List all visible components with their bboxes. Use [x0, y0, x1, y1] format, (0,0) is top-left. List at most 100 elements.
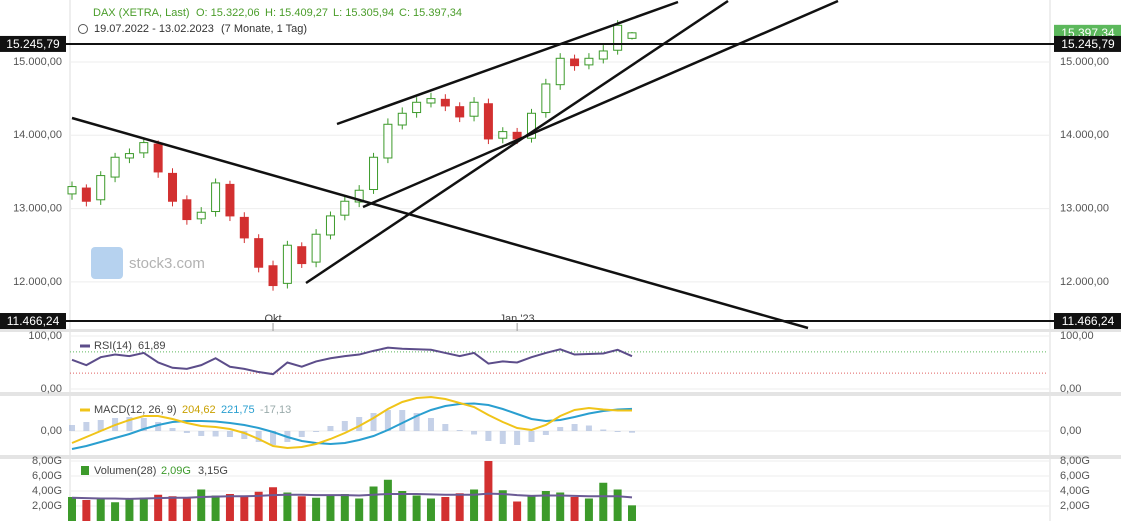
- macd-line: [71, 395, 633, 450]
- y-tick-label: 6,00G: [32, 470, 62, 482]
- volume-bar: [96, 498, 105, 521]
- candle-body: [311, 233, 321, 263]
- volume-average: [71, 492, 633, 500]
- candle-body: [354, 189, 364, 203]
- candle-body: [81, 187, 91, 202]
- macd-histogram: [255, 431, 262, 442]
- plot: 12.000,00 12.000,00 13.000,00 13.000,00 14.0…: [13, 20, 1109, 521]
- candle-body: [613, 24, 623, 51]
- candle-body: [110, 156, 120, 178]
- candle-body: [397, 112, 407, 126]
- y-tick-label-right: 0,00: [1060, 425, 1081, 437]
- legend-value: 61,89: [138, 340, 166, 352]
- macd-histogram: [413, 413, 420, 431]
- volume-bar: [82, 500, 91, 521]
- level-box-right: [1054, 35, 1121, 52]
- candle-body: [182, 199, 192, 221]
- volume-bar: [513, 501, 522, 521]
- panel-separator: [0, 392, 1121, 396]
- legend-name: Volumen(28): [94, 465, 156, 477]
- watermark-text: stock3.com: [129, 255, 205, 272]
- macd-histogram: [126, 417, 133, 431]
- legend-name: RSI(14): [94, 340, 132, 352]
- macd-histogram: [140, 418, 147, 431]
- candle-body: [139, 142, 149, 154]
- macd-histogram: [384, 410, 391, 431]
- macd-histogram: [456, 430, 463, 431]
- volume-bar: [369, 486, 378, 521]
- volume-bar: [111, 502, 120, 521]
- y-tick-label: 4,00G: [32, 485, 62, 497]
- level-box-left: [0, 35, 66, 52]
- y-tick-label: 12.000,00: [13, 276, 62, 288]
- candle-body: [526, 112, 536, 139]
- panel-separator: [0, 329, 1121, 332]
- candle-body: [282, 244, 292, 284]
- instrument-title: DAX (XETRA, Last): [93, 7, 190, 19]
- candle-body: [483, 103, 493, 140]
- volume-bar: [570, 497, 579, 521]
- legend-value: 221,75: [221, 404, 255, 416]
- macd-histogram: [270, 431, 277, 445]
- candle-body: [570, 58, 580, 67]
- x-tick-label: Okt: [264, 313, 281, 325]
- candle-body: [541, 83, 551, 114]
- y-tick-label-right: 4,00G: [1060, 485, 1090, 497]
- volume-bar: [68, 497, 76, 521]
- macd-histogram: [155, 422, 162, 431]
- macd-histogram: [198, 431, 205, 436]
- candle-body: [555, 57, 565, 86]
- macd-histogram: [571, 424, 578, 431]
- volume-bar: [154, 494, 163, 521]
- macd-histogram: [169, 428, 176, 431]
- y-tick-label-right: 2,00G: [1060, 500, 1090, 512]
- volume-bar: [182, 498, 191, 521]
- candle-body: [383, 123, 393, 159]
- y-tick-label-right: 12.000,00: [1060, 276, 1109, 288]
- trend-line: [362, 0, 839, 209]
- trend-lines: [71, 0, 839, 330]
- clock-icon: [78, 24, 88, 34]
- volume-bar: [584, 498, 593, 521]
- volume-bar: [283, 492, 292, 521]
- candle-body: [96, 175, 106, 201]
- candle-body: [254, 238, 264, 268]
- macd-histogram: [298, 431, 305, 437]
- macd-histogram: [629, 431, 635, 433]
- candle-body: [469, 101, 479, 117]
- watermark: stock3.com: [91, 247, 205, 279]
- macd-histogram: [226, 431, 233, 437]
- candle-body: [153, 143, 163, 173]
- macd-histogram: [327, 426, 334, 431]
- y-tick-label: 15.000,00: [13, 56, 62, 68]
- legend-value: -17,13: [260, 404, 291, 416]
- level-label-right: 11.466,24: [1062, 314, 1115, 328]
- volume-bar: [240, 497, 249, 521]
- macd-histogram: [241, 431, 248, 439]
- y-tick-label: 100,00: [28, 330, 62, 342]
- macd-histogram: [313, 431, 320, 432]
- panel-separator: [0, 455, 1121, 459]
- candle-body: [67, 186, 77, 195]
- trend-line: [336, 0, 679, 126]
- volume-bar: [254, 491, 263, 521]
- volume-bar: [556, 492, 565, 521]
- volume-bar: [125, 499, 134, 521]
- legend-name: MACD(12, 26, 9): [94, 404, 177, 416]
- rsi-line: [71, 346, 633, 376]
- volume-bar: [297, 496, 306, 521]
- level-box-left: [0, 313, 66, 330]
- y-tick-label-right: 0,00: [1060, 383, 1081, 395]
- volume-bar: [470, 489, 479, 521]
- volume-bar: [383, 479, 392, 521]
- y-tick-label: 14.000,00: [13, 129, 62, 141]
- candle-body: [297, 246, 307, 265]
- candle-body: [426, 98, 436, 104]
- candle-body: [239, 216, 249, 239]
- candle-body: [325, 215, 335, 236]
- date-range: 19.07.2022 - 13.02.2023: [94, 23, 214, 35]
- volume-bar: [412, 495, 421, 521]
- trend-line: [71, 116, 809, 330]
